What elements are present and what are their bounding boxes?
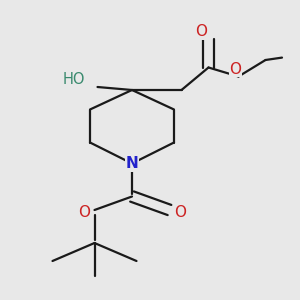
Text: N: N xyxy=(126,156,138,171)
Text: O: O xyxy=(78,205,90,220)
Text: HO: HO xyxy=(62,72,85,87)
Text: O: O xyxy=(230,61,242,76)
Text: O: O xyxy=(174,205,186,220)
Text: O: O xyxy=(195,24,207,39)
